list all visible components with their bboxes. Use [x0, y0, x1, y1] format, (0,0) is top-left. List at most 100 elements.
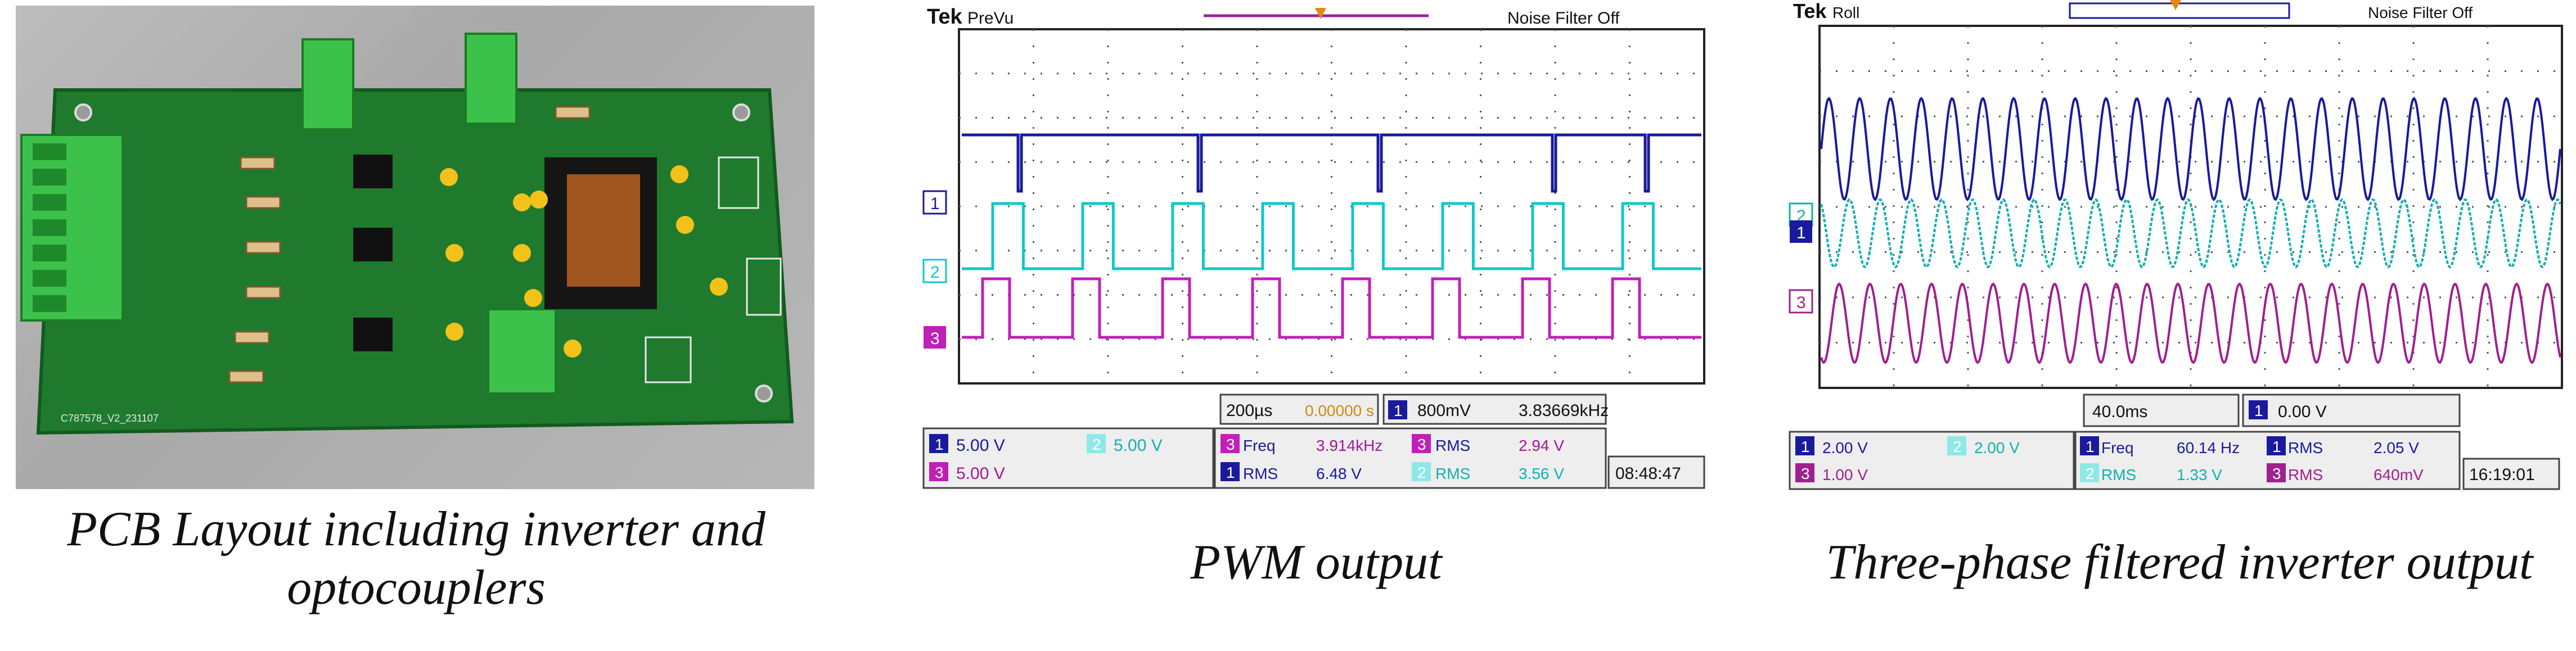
trigger-box	[1382, 394, 1607, 425]
waveform-channel-1	[962, 133, 1701, 193]
graticule	[958, 28, 1705, 385]
svg-text:2: 2	[2086, 465, 2095, 482]
scope-three-phase-screen: Tek Roll Noise Filter Off 2 1 3 40.0ms 1…	[1789, 0, 2563, 490]
scope-three-phase: Tek Roll Noise Filter Off 2 1 3 40.0ms 1…	[1789, 0, 2570, 495]
svg-text:1: 1	[1226, 464, 1235, 481]
svg-text:3: 3	[1801, 465, 1810, 482]
svg-text:3: 3	[1796, 293, 1806, 312]
ch2-scale: 5.00 V	[1114, 436, 1163, 455]
scope-pwm-screen: Tek PreVu Noise Filter Off 1 2 3 200µs 0…	[922, 5, 1705, 489]
pcb-photo: C787578_V2_231107	[16, 6, 814, 489]
trigger-channel: 1	[1394, 402, 1403, 419]
svg-text:2: 2	[1953, 438, 1962, 455]
mounting-hole	[74, 103, 92, 121]
timebase-box	[1219, 394, 1379, 425]
svg-text:1: 1	[2272, 438, 2281, 455]
pcb-illustration: C787578_V2_231107	[20, 33, 794, 435]
svg-text:2: 2	[1092, 436, 1101, 453]
measurement-1-value: 3.914kHz	[1316, 437, 1382, 454]
scope-pwm: Tek PreVu Noise Filter Off 1 2 3 200µs 0…	[922, 0, 1710, 495]
waveform-channel-2	[962, 202, 1701, 270]
scope-brand: Tek	[927, 5, 963, 29]
measurement-3-label: RMS	[1243, 465, 1278, 482]
svg-text:3: 3	[1417, 436, 1426, 453]
caption-pcb-line2: optocouplers	[287, 560, 546, 615]
mounting-hole	[755, 385, 773, 403]
caption-pwm: PWM output	[1190, 535, 1442, 590]
terminal-block-top-1	[301, 38, 354, 130]
waveform-channel-3	[1820, 282, 2561, 364]
measurement-3-value: 6.48 V	[1316, 465, 1362, 482]
svg-text:3: 3	[930, 329, 940, 348]
channel-2-marker: 2	[922, 259, 947, 283]
svg-text:3: 3	[1226, 436, 1235, 453]
ch3-scale: 1.00 V	[1822, 466, 1868, 483]
svg-text:2: 2	[930, 263, 940, 282]
measurement-2-label: RMS	[1435, 437, 1470, 454]
scope-brand: Tek	[1793, 0, 1827, 22]
measurement-1-label: Freq	[2101, 439, 2134, 456]
trigger-position-marker	[1315, 8, 1326, 19]
svg-text:2: 2	[1417, 464, 1426, 481]
delay-value: 0.00000 s	[1305, 402, 1374, 419]
scope-mode: Roll	[1832, 4, 1859, 21]
terminal-block-top-2	[465, 33, 517, 125]
svg-text:1: 1	[2086, 438, 2095, 455]
trigger-position-marker	[2170, 0, 2181, 10]
ch1-scale: 2.00 V	[1822, 439, 1868, 456]
channel-1-marker: 1	[922, 190, 947, 215]
measurement-4-label: RMS	[1435, 465, 1470, 482]
ch1-scale: 5.00 V	[956, 436, 1005, 455]
measurement-4-label: RMS	[2288, 466, 2323, 483]
channel-1-marker: 1	[1790, 220, 1812, 243]
channel-3-marker: 3	[1789, 289, 1813, 314]
svg-text:3: 3	[2272, 465, 2281, 482]
trigger-level: 800mV	[1417, 401, 1471, 420]
measurement-2-label: RMS	[2288, 439, 2323, 456]
timebase-value: 200µs	[1226, 401, 1272, 420]
optocoupler-ic	[353, 318, 393, 351]
ch3-scale: 5.00 V	[956, 464, 1005, 483]
inverter-module-heatsink	[567, 174, 640, 287]
waveform-channel-2	[1820, 198, 2561, 269]
trigger-frequency: 3.83669kHz	[1519, 401, 1609, 420]
svg-text:1: 1	[935, 436, 944, 453]
clock-box	[1607, 455, 1705, 489]
svg-text:3: 3	[935, 464, 944, 481]
noise-filter-status: Noise Filter Off	[2368, 4, 2473, 21]
channel-scale-box	[922, 427, 1214, 489]
trigger-channel: 1	[2254, 402, 2263, 419]
measurement-4-value: 3.56 V	[1519, 465, 1564, 482]
scope-mode: PreVu	[967, 9, 1014, 28]
svg-text:1: 1	[1796, 224, 1806, 242]
measurement-1-label: Freq	[1243, 437, 1276, 454]
measurement-3-value: 1.33 V	[2177, 466, 2222, 483]
measurement-1-value: 60.14 Hz	[2177, 439, 2240, 456]
waveform-channel-1	[1820, 96, 2561, 202]
trigger-box	[2242, 394, 2461, 427]
timebase-box	[2083, 394, 2240, 427]
channel-scale-box	[1789, 431, 2075, 490]
terminal-block-bottom	[487, 308, 557, 395]
waveform-channel-3	[962, 277, 1701, 339]
measurement-box	[1214, 427, 1607, 489]
svg-text:1: 1	[930, 195, 940, 213]
noise-filter-status: Noise Filter Off	[1507, 9, 1620, 28]
clock-box	[2462, 458, 2560, 490]
optocoupler-ic	[353, 228, 393, 261]
measurement-2-value: 2.94 V	[1519, 437, 1564, 454]
svg-text:1: 1	[1801, 438, 1810, 455]
caption-three-phase: Three-phase filtered inverter output	[1826, 535, 2533, 590]
caption-pcb-line1: PCB Layout including inverter and	[67, 502, 765, 557]
scope-clock: 08:48:47	[1615, 464, 1681, 483]
channel-3-marker: 3	[924, 326, 946, 349]
optocoupler-ic	[353, 155, 393, 188]
ch2-scale: 2.00 V	[1974, 439, 2020, 456]
measurement-4-value: 640mV	[2374, 466, 2424, 483]
measurement-2-value: 2.05 V	[2374, 439, 2419, 456]
board-silkscreen-text: C787578_V2_231107	[61, 413, 159, 424]
mounting-hole	[732, 103, 750, 121]
scope-clock: 16:19:01	[2469, 465, 2535, 484]
timebase-value: 40.0ms	[2092, 403, 2147, 421]
trigger-level: 0.00 V	[2278, 403, 2327, 421]
